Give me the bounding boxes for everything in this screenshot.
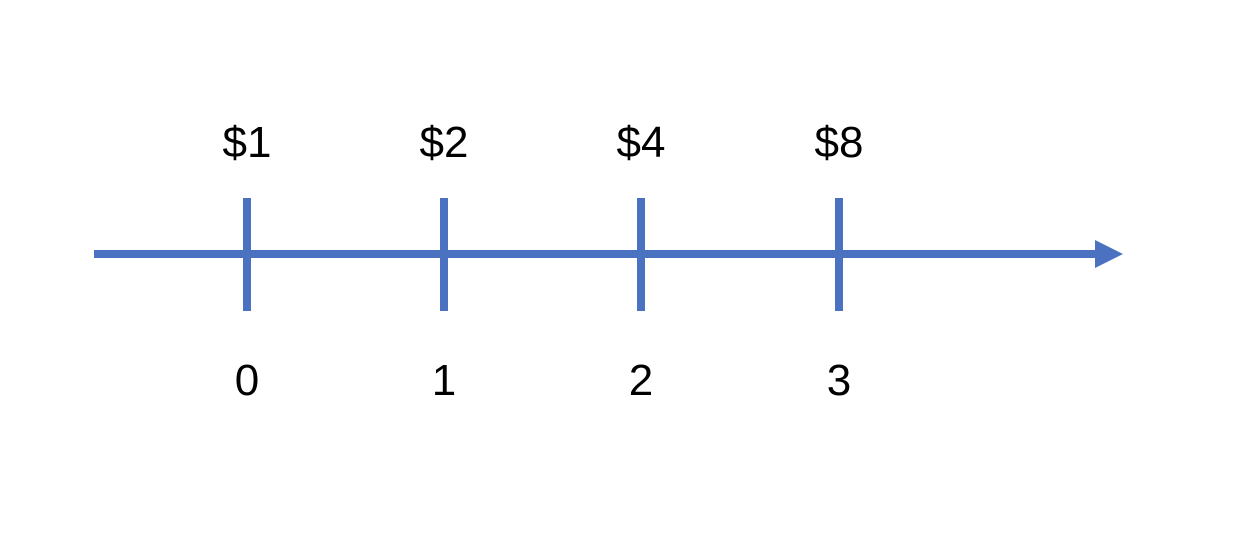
- period-label-3: 3: [827, 356, 851, 405]
- value-label-2: $4: [617, 118, 666, 167]
- value-label-0: $1: [223, 118, 272, 167]
- value-label-1: $2: [420, 118, 469, 167]
- period-label-2: 2: [629, 356, 653, 405]
- value-label-3: $8: [815, 118, 864, 167]
- period-label-0: 0: [235, 356, 259, 405]
- timeline-arrowhead: [1095, 240, 1123, 268]
- period-label-1: 1: [432, 356, 456, 405]
